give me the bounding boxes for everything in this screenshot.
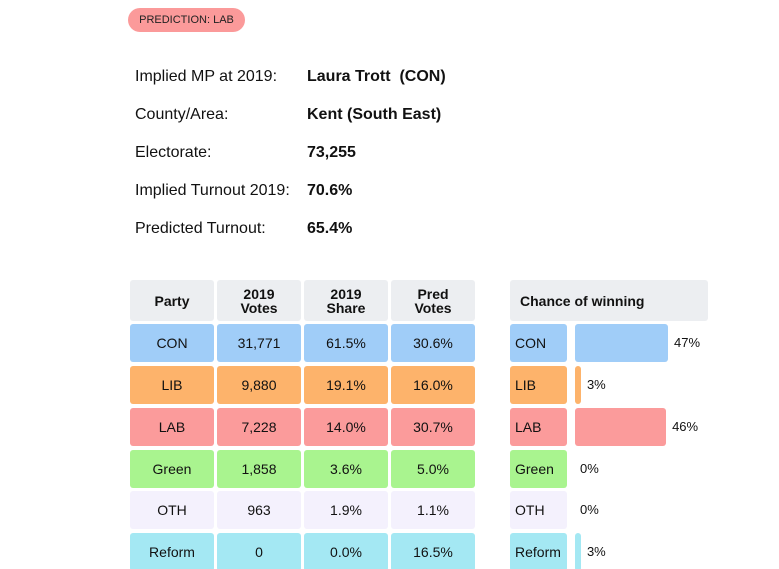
table-cell: 31,771 — [217, 324, 301, 362]
table-cell: 7,228 — [217, 408, 301, 446]
table-cell: 16.5% — [391, 533, 475, 569]
chance-label: 46% — [672, 419, 699, 434]
chance-header: Chance of winning — [510, 280, 708, 321]
chance-label: 0% — [580, 461, 599, 476]
table-cell: 0.0% — [304, 533, 388, 569]
info-label: County/Area: — [135, 106, 229, 123]
table-cell: 963 — [217, 491, 301, 529]
chance-bar — [575, 366, 581, 404]
chance-label: 3% — [586, 377, 606, 392]
table-cell: 3.6% — [304, 450, 388, 488]
chance-bar — [575, 408, 667, 446]
table-cell: LAB — [130, 408, 214, 446]
chance-party: OTH — [510, 491, 567, 529]
chance-bar — [575, 533, 581, 569]
table-cell: LIB — [130, 366, 214, 404]
chance-party: LAB — [510, 408, 567, 446]
table-cell: 9,880 — [217, 366, 301, 404]
table-cell: 1.1% — [391, 491, 475, 529]
chance-party: CON — [510, 324, 567, 362]
info-value: 65.4% — [307, 220, 353, 237]
chance-label: 0% — [580, 502, 599, 517]
chance-party: LIB — [510, 366, 567, 404]
table-cell: 30.6% — [391, 324, 475, 362]
table-cell: 1.9% — [304, 491, 388, 529]
table-cell: 16.0% — [391, 366, 475, 404]
table-header: Pred Votes — [391, 280, 475, 321]
table-header: 2019 Share — [304, 280, 388, 321]
chance-bar — [575, 324, 669, 362]
table-cell: CON — [130, 324, 214, 362]
info-value: 70.6% — [307, 182, 353, 199]
info-value: Kent (South East) — [307, 106, 442, 123]
info-label: Predicted Turnout: — [135, 220, 266, 237]
info-value: Laura Trott (CON) — [307, 68, 446, 85]
table-cell: 5.0% — [391, 450, 475, 488]
prediction-badge: PREDICTION: LAB — [128, 8, 245, 32]
table-cell: Green — [130, 450, 214, 488]
info-label: Implied MP at 2019: — [135, 68, 278, 85]
table-cell: Reform — [130, 533, 214, 569]
table-cell: 14.0% — [304, 408, 388, 446]
table-header: 2019 Votes — [217, 280, 301, 321]
info-label: Electorate: — [135, 144, 212, 161]
table-header: Party — [130, 280, 214, 321]
info-label: Implied Turnout 2019: — [135, 182, 290, 199]
chance-party: Green — [510, 450, 567, 488]
table-cell: 61.5% — [304, 324, 388, 362]
chance-label: 47% — [674, 335, 701, 350]
table-cell: 1,858 — [217, 450, 301, 488]
table-cell: 30.7% — [391, 408, 475, 446]
info-value: 73,255 — [307, 144, 356, 161]
table-cell: 19.1% — [304, 366, 388, 404]
chance-label: 3% — [586, 544, 606, 559]
table-cell: 0 — [217, 533, 301, 569]
table-cell: OTH — [130, 491, 214, 529]
chance-party: Reform — [510, 533, 567, 569]
